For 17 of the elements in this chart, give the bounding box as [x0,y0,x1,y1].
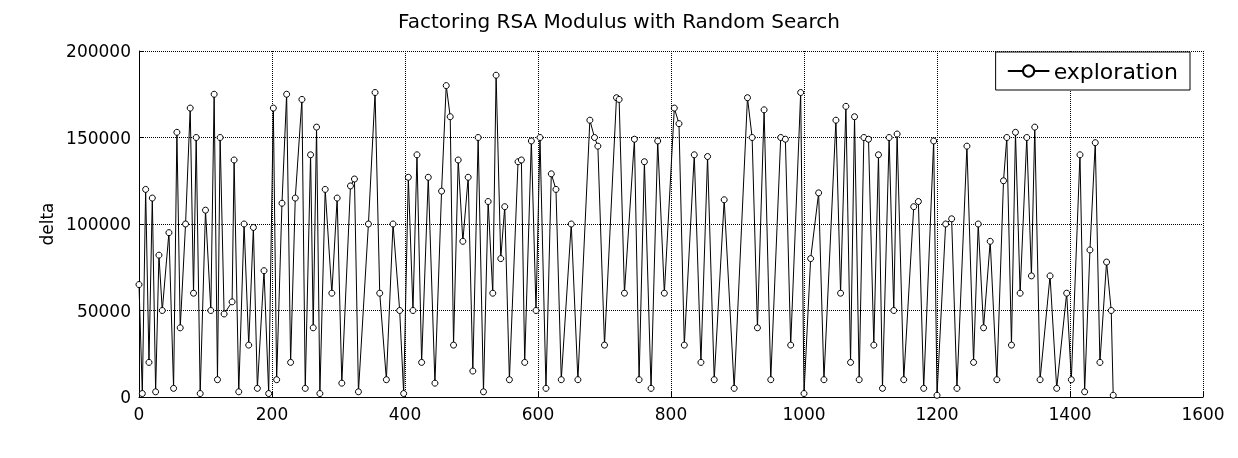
x-tick-label: 1000 [782,403,826,424]
y-tick-label: 100000 [66,214,131,234]
chart-title: Factoring RSA Modulus with Random Search [397,9,841,33]
y-tick-label: 200000 [66,41,131,61]
x-tick-label: 0 [133,403,145,424]
legend-label: exploration [1053,58,1178,84]
x-tick-label: 600 [521,403,555,424]
x-tick-label: 1600 [1181,403,1225,424]
y-axis-title: delta [36,202,57,246]
x-tick-label: 200 [255,403,289,424]
x-tick-label: 1200 [915,403,959,424]
y-tick-label: 150000 [66,127,131,148]
x-tick-label: 800 [654,403,688,424]
y-tick-label: 0 [120,387,131,407]
x-tick-label: 400 [388,403,422,424]
x-tick-label: 1400 [1048,403,1092,424]
y-tick-label: 50000 [76,300,131,321]
